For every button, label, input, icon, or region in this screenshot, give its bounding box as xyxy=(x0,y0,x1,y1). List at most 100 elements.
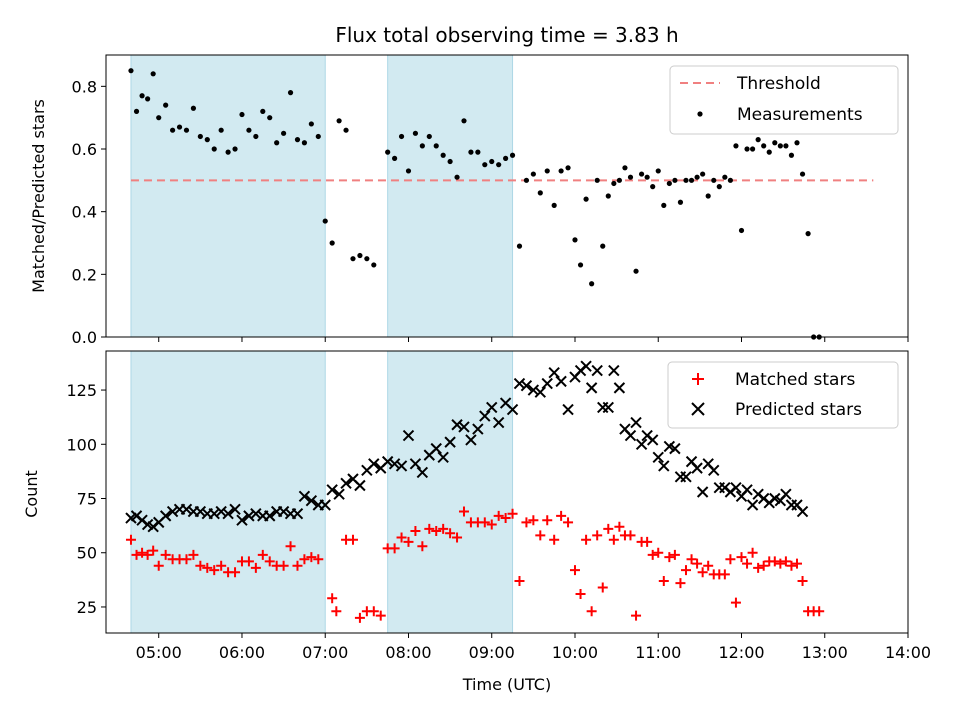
measurement-point xyxy=(461,118,467,124)
measurement-point xyxy=(503,155,509,161)
predicted-star-point xyxy=(180,503,193,516)
matched-star-point xyxy=(354,612,365,623)
x-tick-label: 12:00 xyxy=(718,643,764,662)
bottom-panel: 25 50 75 100 125 05:00 06:00 07:00 08:00 09:00 10… xyxy=(22,350,931,694)
predicted-star-point xyxy=(416,466,429,479)
measurement-point xyxy=(558,168,564,174)
y-tick-label: 0.2 xyxy=(72,265,97,284)
measurement-point xyxy=(183,127,190,133)
measurement-point xyxy=(661,202,667,208)
matched-star-point xyxy=(278,560,289,571)
matched-star-point xyxy=(528,515,539,526)
measurement-point xyxy=(633,268,639,274)
measurement-point xyxy=(688,177,695,183)
measurement-point xyxy=(385,149,391,155)
shaded-interval-0 xyxy=(130,350,326,634)
matched-star-point xyxy=(142,549,153,560)
matched-star-point xyxy=(431,526,442,537)
measurement-point xyxy=(777,143,783,149)
measurement-point xyxy=(766,149,772,155)
measurement-point xyxy=(611,180,617,187)
x-tick-label: 11:00 xyxy=(635,643,681,662)
measurement-point xyxy=(343,127,349,133)
measurement-point xyxy=(150,71,156,77)
y-tick-label: 100 xyxy=(66,435,97,454)
matched-star-point xyxy=(153,560,164,571)
matched-star-point xyxy=(569,565,580,576)
matched-star-point xyxy=(306,552,317,563)
measurement-point xyxy=(565,165,571,171)
measurement-point xyxy=(357,252,363,259)
matched-star-point xyxy=(131,549,142,560)
measurement-point xyxy=(260,108,266,114)
matched-star-point xyxy=(375,610,386,621)
top-panel-frame xyxy=(105,54,909,338)
matched-star-point xyxy=(438,523,449,534)
x-tick-label: 07:00 xyxy=(302,643,348,662)
x-tick-label: 05:00 xyxy=(136,643,182,662)
y-tick-label: 0.4 xyxy=(72,203,97,222)
predicted-star-point xyxy=(472,423,484,435)
measurement-point xyxy=(239,111,245,118)
bottom-x-axis: 05:00 06:00 07:00 08:00 09:00 10:00 11:00 12:00… xyxy=(136,633,931,662)
measurement-point xyxy=(211,146,217,152)
matched-star-point xyxy=(389,543,400,554)
matched-star-point xyxy=(331,606,342,617)
matched-star-point xyxy=(396,532,407,543)
bottom-shaded-intervals xyxy=(130,350,514,634)
predicted-star-point xyxy=(277,505,290,518)
matched-star-point xyxy=(417,541,428,552)
measurement-point xyxy=(644,174,650,180)
matched-star-point xyxy=(230,567,241,578)
matched-star-point xyxy=(753,562,764,573)
measurement-point xyxy=(156,115,162,121)
predicted-star-point xyxy=(646,434,659,446)
measurement-point xyxy=(197,133,203,140)
measurement-point xyxy=(475,149,481,155)
measurement-point xyxy=(392,155,398,161)
y-tick-label: 75 xyxy=(77,490,97,509)
measurement-point xyxy=(722,174,728,180)
matched-star-point xyxy=(243,556,254,567)
matched-star-point xyxy=(292,560,303,571)
matched-star-point xyxy=(786,560,797,571)
matched-star-point xyxy=(507,508,518,519)
measurement-point xyxy=(371,262,377,268)
predicted-star-point xyxy=(741,484,753,496)
legend-matched-label: Matched stars xyxy=(735,370,855,390)
matched-star-point xyxy=(586,606,597,617)
measurement-point xyxy=(489,158,495,165)
y-tick-label: 0.6 xyxy=(72,140,97,159)
top-shaded-intervals xyxy=(130,54,514,338)
predicted-star-point xyxy=(236,514,248,526)
predicted-star-point xyxy=(208,507,220,520)
shaded-interval-1 xyxy=(387,350,514,634)
measurement-point xyxy=(583,196,589,202)
matched-star-point xyxy=(125,534,136,545)
predicted-star-point xyxy=(298,490,311,503)
measurement-point xyxy=(600,243,606,249)
measurement-point xyxy=(246,127,252,133)
matched-star-point xyxy=(664,552,675,563)
top-x-ticks xyxy=(158,337,909,342)
bottom-legend: Matched stars Predicted stars xyxy=(667,361,899,429)
predicted-star-point xyxy=(746,499,759,511)
measurement-point xyxy=(447,158,453,165)
matched-star-point xyxy=(780,556,791,567)
matched-star-point xyxy=(597,582,608,593)
predicted-star-point xyxy=(780,488,792,500)
predicted-star-point xyxy=(696,486,709,498)
y-tick-label: 25 xyxy=(77,598,97,617)
measurement-point xyxy=(482,162,488,168)
predicted-star-point xyxy=(562,403,574,416)
measurement-point xyxy=(794,140,800,146)
measurement-point xyxy=(755,137,761,143)
measurement-point xyxy=(267,115,273,121)
matched-star-point xyxy=(592,530,603,541)
measurement-point xyxy=(133,108,140,114)
measurement-point xyxy=(516,243,523,249)
predicted-star-point xyxy=(354,479,366,492)
measurement-point xyxy=(672,177,678,183)
predicted-star-point xyxy=(215,505,227,518)
matched-star-point xyxy=(458,506,469,517)
